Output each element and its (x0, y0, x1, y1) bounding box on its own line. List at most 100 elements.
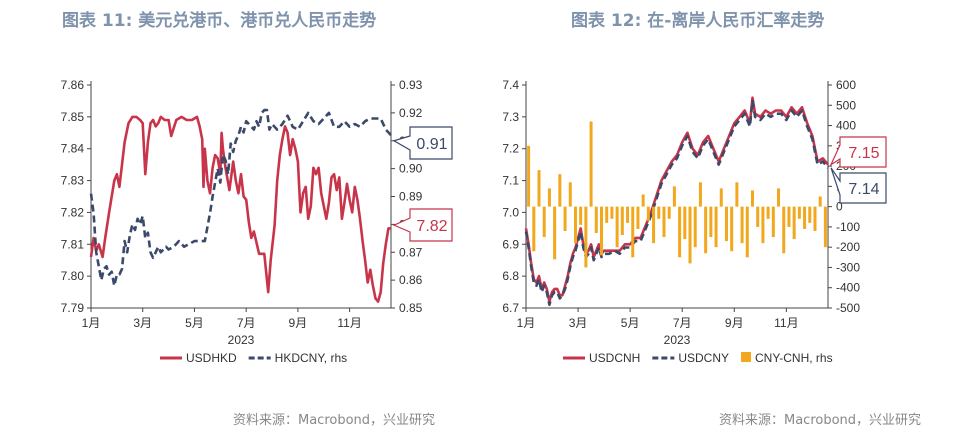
legend-label: USDCNY (678, 351, 729, 365)
bar-cny-cnh-rhs (652, 206, 656, 244)
bar-cny-cnh-rhs (797, 206, 801, 219)
left-tick-label: 7.3 (502, 110, 519, 124)
bar-cny-cnh-rhs (756, 206, 760, 227)
callout-label: 7.82 (416, 218, 447, 235)
bar-cny-cnh-rhs (537, 170, 541, 207)
left-tick-label: 7.0 (502, 205, 519, 219)
bar-cny-cnh-rhs (641, 194, 645, 207)
bar-cny-cnh-rhs (542, 206, 546, 238)
chart2-title: 图表 12: 在-离岸人民币汇率走势 (571, 11, 825, 31)
bar-cny-cnh-rhs (636, 206, 640, 229)
bar-cny-cnh-rhs (532, 206, 536, 252)
right-tick-label: 400 (836, 119, 856, 133)
bar-cny-cnh-rhs (615, 206, 619, 248)
bar-cny-cnh-rhs (803, 206, 807, 229)
x-tick-label: 7月 (673, 316, 692, 330)
bar-cny-cnh-rhs (678, 206, 682, 258)
bar-cny-cnh-rhs (818, 196, 822, 207)
x-tick-label: 1月 (517, 316, 536, 330)
bar-cny-cnh-rhs (573, 206, 577, 244)
callout-label: 0.91 (416, 136, 447, 153)
right-tick-label: -400 (836, 281, 860, 295)
bar-cny-cnh-rhs (730, 206, 734, 252)
left-tick-label: 6.9 (502, 237, 519, 251)
bar-cny-cnh-rhs (777, 188, 781, 207)
bar-cny-cnh-rhs (620, 206, 624, 236)
bar-cny-cnh-rhs (693, 206, 697, 248)
bar-cny-cnh-rhs (688, 206, 692, 264)
x-axis-label: 2023 (664, 333, 691, 347)
bar-cny-cnh-rhs (724, 206, 728, 242)
right-tick-label: 500 (836, 98, 856, 112)
x-tick-label: 11月 (337, 316, 361, 330)
bar-cny-cnh-rhs (631, 206, 635, 258)
right-tick-label: 0.90 (399, 162, 423, 176)
chart1-source: 资料来源：Macrobond，兴业研究 (233, 413, 436, 428)
legend-label: CNY-CNH, rhs (755, 351, 833, 365)
bar-cny-cnh-rhs (740, 206, 744, 244)
bar-cny-cnh-rhs (600, 206, 603, 256)
x-axis-label: 2023 (228, 333, 255, 347)
x-tick-label: 5月 (621, 316, 640, 330)
x-tick-label: 5月 (185, 316, 204, 330)
bar-cny-cnh-rhs (594, 206, 598, 233)
callout-box (392, 208, 453, 242)
right-tick-label: -200 (836, 240, 860, 254)
series-line-usdcny (524, 99, 830, 307)
bar-cny-cnh-rhs (782, 206, 786, 254)
legend-label: USDHKD (186, 351, 237, 365)
bar-cny-cnh-rhs (563, 206, 567, 231)
left-tick-label: 7.79 (61, 301, 85, 315)
bar-cny-cnh-rhs (547, 188, 551, 207)
bar-cny-cnh-rhs (584, 206, 588, 268)
right-tick-label: -100 (836, 220, 860, 234)
chart1-title: 图表 11: 美元兑港币、港币兑人民币走势 (62, 11, 377, 31)
left-tick-label: 7.4 (502, 78, 519, 92)
left-tick-label: 7.84 (61, 142, 85, 156)
callout-label: 7.14 (848, 181, 879, 198)
right-tick-label: 0.85 (399, 301, 423, 315)
bar-cny-cnh-rhs (579, 206, 583, 225)
left-tick-label: 7.80 (61, 269, 85, 283)
legend-swatch (741, 352, 752, 362)
bar-cny-cnh-rhs (605, 206, 609, 223)
bar-cny-cnh-rhs (823, 206, 827, 248)
bar-cny-cnh-rhs (646, 206, 650, 221)
bar-cny-cnh-rhs (771, 206, 775, 238)
callout-box (392, 126, 453, 160)
bar-cny-cnh-rhs (719, 188, 723, 207)
chart2-source: 资料来源：Macrobond，兴业研究 (719, 413, 922, 428)
bar-cny-cnh-rhs (745, 206, 749, 258)
left-tick-label: 7.83 (61, 174, 85, 188)
series-line-usdhkd (89, 115, 391, 303)
legend-label: USDCNH (589, 351, 640, 365)
x-tick-label: 3月 (569, 316, 588, 330)
bar-cny-cnh-rhs (766, 206, 770, 219)
left-tick-label: 6.8 (502, 269, 519, 283)
bar-cny-cnh-rhs (667, 206, 671, 219)
bar-cny-cnh-rhs (662, 206, 666, 238)
bar-cny-cnh-rhs (761, 206, 765, 244)
x-tick-label: 3月 (133, 316, 152, 330)
x-tick-label: 7月 (237, 316, 256, 330)
left-tick-label: 7.86 (61, 78, 85, 92)
right-tick-label: 0 (836, 200, 843, 214)
right-tick-label: 0.86 (399, 273, 423, 287)
right-tick-label: 0.93 (399, 78, 423, 92)
callout-box (829, 136, 887, 168)
bar-cny-cnh-rhs (657, 206, 661, 219)
right-tick-label: 0.87 (399, 245, 423, 259)
x-tick-label: 11月 (774, 316, 798, 330)
bar-cny-cnh-rhs (589, 121, 593, 207)
right-tick-label: -300 (836, 260, 860, 274)
bar-cny-cnh-rhs (683, 206, 687, 240)
left-tick-label: 7.2 (502, 142, 519, 156)
bar-cny-cnh-rhs (787, 206, 791, 227)
bar-cny-cnh-rhs (751, 190, 754, 207)
bar-cny-cnh-rhs (704, 206, 708, 254)
bar-cny-cnh-rhs (714, 206, 718, 248)
left-tick-label: 6.7 (502, 301, 519, 315)
bar-cny-cnh-rhs (808, 206, 812, 223)
